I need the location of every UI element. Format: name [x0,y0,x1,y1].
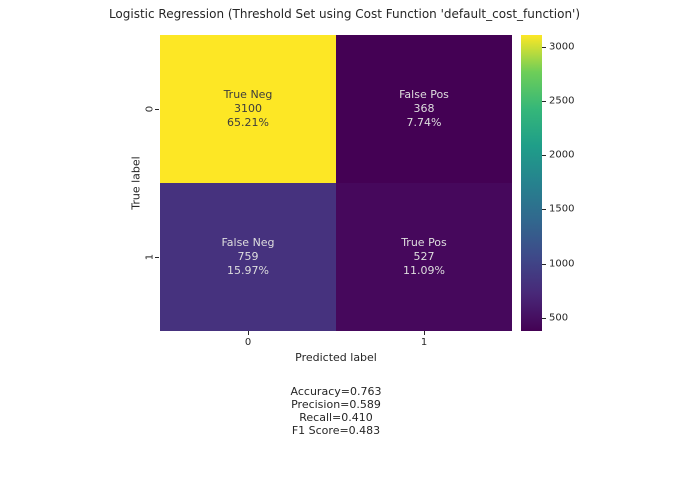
heatmap-grid: True Neg 3100 65.21% False Pos 368 7.74%… [160,35,512,331]
colorbar-gradient [521,35,542,331]
cell-count: 3100 [234,101,262,115]
colorbar-tick-mark [542,209,546,211]
cell-label: False Neg [221,235,275,249]
x-axis-label: Predicted label [295,351,377,364]
cell-true-neg: True Neg 3100 65.21% [160,35,336,183]
y-tick-mark-1 [155,257,159,258]
metric-accuracy: Accuracy=0.763 [290,385,382,398]
colorbar-tick-label: 2500 [549,95,575,107]
metric-recall: Recall=0.410 [299,411,373,424]
colorbar-tick-mark [542,263,546,265]
colorbar-tick-label: 500 [549,312,569,324]
cell-false-pos: False Pos 368 7.74% [336,35,512,183]
cell-percent: 15.97% [227,264,269,278]
colorbar-tick-mark [542,155,546,157]
cell-count: 759 [237,249,259,263]
chart-title: Logistic Regression (Threshold Set using… [108,7,581,21]
y-tick-label-1: 1 [144,253,156,261]
colorbar-tick-label: 1500 [549,203,575,215]
colorbar-tick-label: 3000 [549,41,575,53]
metrics-block: Accuracy=0.763 Precision=0.589 Recall=0.… [160,385,512,437]
cell-label: True Pos [401,235,447,249]
y-tick-label-0: 0 [144,105,156,113]
y-tick-mark-0 [155,109,159,110]
cell-count: 368 [413,101,435,115]
colorbar-tick-mark [542,46,546,48]
cell-percent: 7.74% [406,116,442,130]
metric-precision: Precision=0.589 [291,398,381,411]
cell-percent: 11.09% [403,264,445,278]
colorbar-tick-label: 1000 [549,258,575,269]
y-axis-label: True label [129,156,143,210]
x-tick-label-0: 0 [244,337,252,348]
cell-percent: 65.21% [227,116,269,130]
colorbar-tick-label: 2000 [549,149,575,161]
cell-count: 527 [413,249,435,263]
metric-f1-score: F1 Score=0.483 [291,424,381,437]
colorbar-tick-mark [542,317,546,319]
cell-false-neg: False Neg 759 15.97% [160,183,336,331]
cell-true-pos: True Pos 527 11.09% [336,183,512,331]
cell-label: True Neg [223,87,273,101]
cell-label: False Pos [399,87,449,101]
x-tick-label-1: 1 [420,337,428,348]
x-tick-mark-1 [424,331,425,335]
colorbar-tick-mark [542,101,546,102]
x-tick-mark-0 [248,331,249,335]
